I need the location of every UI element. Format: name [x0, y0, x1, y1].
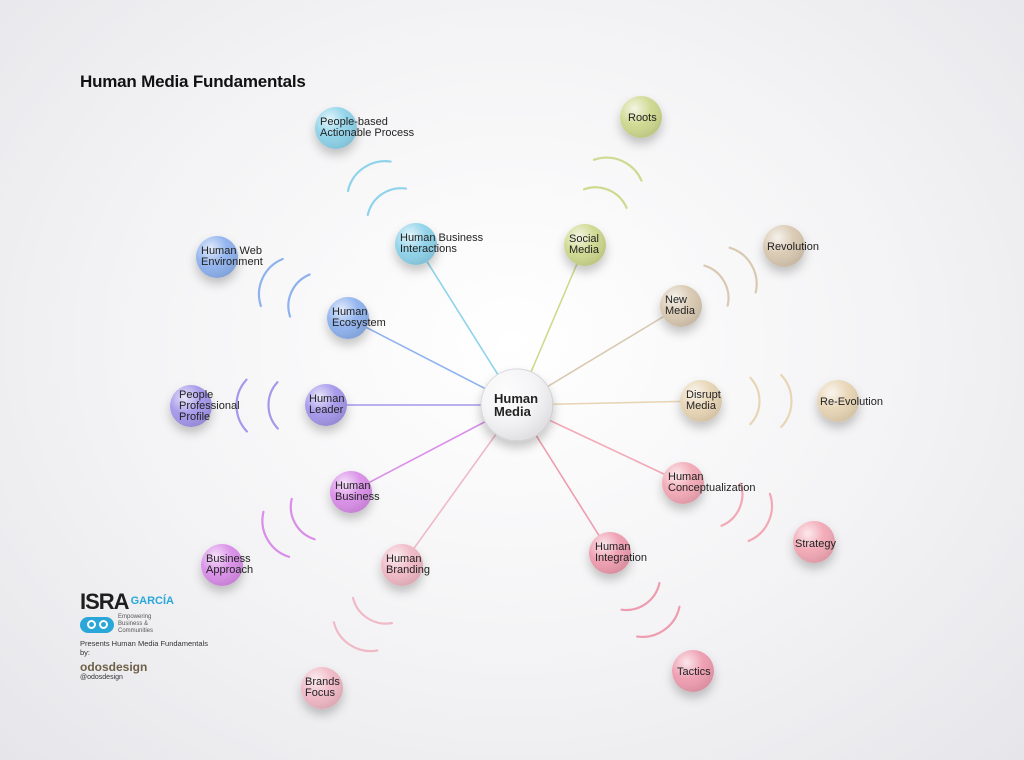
wave-arc-new-media-1 — [728, 246, 758, 294]
wave-arc-human-business-0 — [289, 497, 316, 541]
label-disrupt-media: Disrupt Media — [686, 389, 721, 412]
gear-icon — [80, 616, 114, 633]
logo-isra: ISRA — [80, 589, 130, 614]
wave-arc-human-business-interactions-0 — [366, 187, 408, 216]
wave-arc-human-integration-0 — [620, 581, 661, 612]
wave-arc-human-conceptualization-0 — [720, 482, 744, 527]
label-human-leader: Human Leader — [309, 393, 344, 416]
odosdesign-logo: odosdesign — [80, 660, 148, 674]
wave-arc-human-business-1 — [261, 510, 291, 558]
label-human-business: Human Business — [335, 480, 380, 503]
label-strategy: Strategy — [795, 538, 836, 550]
label-social-media: Social Media — [569, 233, 600, 256]
label-new-media: New Media — [665, 294, 696, 317]
isra-garcia-logo: ISRA GARCÍA — [80, 589, 210, 614]
wave-arc-disrupt-media-1 — [780, 373, 793, 429]
label-human-ecosystem: Human Ecosystem — [332, 306, 386, 329]
label-business-approach: Business Approach — [206, 553, 253, 576]
wave-arc-human-business-interactions-1 — [346, 160, 392, 193]
label-roots: Roots — [628, 112, 657, 124]
wave-arc-social-media-0 — [583, 186, 628, 209]
label-human-business-interactions: Human Business Interactions — [400, 232, 484, 255]
label-tactics: Tactics — [677, 666, 711, 678]
wave-arc-human-ecosystem-0 — [287, 273, 311, 318]
label-brands-focus: Brands Focus — [305, 676, 340, 699]
wave-arc-human-ecosystem-1 — [257, 257, 284, 308]
logo-tagline: Empowering Business & Communities — [118, 614, 154, 634]
wave-arc-human-branding-1 — [332, 621, 379, 653]
branding-block: ISRA GARCÍA Empowering Business & Commun… — [80, 589, 210, 682]
wave-arc-human-integration-1 — [636, 605, 681, 639]
logo-row: Empowering Business & Communities — [80, 614, 210, 635]
wave-arc-human-leader-1 — [235, 378, 248, 433]
wave-arc-new-media-0 — [703, 264, 730, 307]
wave-arcs — [235, 156, 793, 653]
odosdesign-handle: @odosdesign — [80, 674, 123, 681]
wave-arc-disrupt-media-0 — [749, 376, 761, 426]
node-labels: Human Media People-based Actionable Process… — [179, 112, 883, 699]
page-title: Human Media Fundamentals — [80, 72, 306, 91]
label-people-professional-profile: People Professional Profile — [179, 389, 240, 423]
label-re-evolution: Re-Evolution — [820, 396, 883, 408]
wave-arc-human-leader-0 — [267, 381, 279, 430]
label-revolution: Revolution — [767, 241, 819, 253]
label-human-branding: Human Branding — [386, 553, 430, 576]
label-human-web-environment: Human Web Environment — [201, 245, 263, 268]
label-human-conceptualization: Human Conceptualization — [668, 471, 755, 494]
label-human-integration: Human Integration — [595, 541, 647, 564]
logo-garcia: GARCÍA — [130, 595, 174, 607]
presents-text: Presents Human Media Fundamentals by: — [80, 639, 208, 657]
wave-arc-human-branding-0 — [351, 596, 393, 625]
center-label: Human Media — [494, 391, 538, 419]
node-bubbles — [170, 96, 859, 709]
wave-arc-human-conceptualization-1 — [747, 492, 773, 543]
label-people-based: People-based Actionable Process — [320, 116, 415, 139]
wave-arc-social-media-1 — [592, 156, 643, 182]
